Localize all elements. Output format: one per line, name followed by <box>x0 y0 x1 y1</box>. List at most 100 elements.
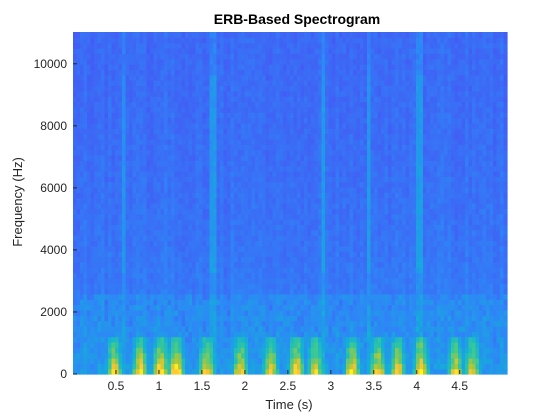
spectrogram-cell <box>251 154 256 161</box>
spectrogram-cell <box>283 32 288 38</box>
spectrogram-cell <box>262 224 267 231</box>
spectrogram-cell <box>73 96 78 103</box>
spectrogram-cell <box>206 208 211 215</box>
spectrogram-cell <box>314 203 319 209</box>
spectrogram-cell <box>286 64 291 70</box>
spectrogram-cell <box>83 186 88 193</box>
spectrogram-cell <box>139 235 144 241</box>
spectrogram-cell <box>139 219 144 225</box>
spectrogram-cell <box>318 309 323 316</box>
spectrogram-cell <box>87 245 92 252</box>
spectrogram-cell <box>251 320 256 327</box>
spectrogram-cell <box>255 219 260 225</box>
spectrogram-cell <box>118 160 123 167</box>
spectrogram-cell <box>143 293 148 300</box>
spectrogram-cell <box>213 90 218 97</box>
spectrogram-cell <box>160 208 165 215</box>
spectrogram-cell <box>206 320 211 327</box>
spectrogram-cell <box>80 347 85 354</box>
spectrogram-cell <box>269 48 274 54</box>
spectrogram-cell <box>97 357 102 364</box>
spectrogram-cell <box>150 267 155 274</box>
spectrogram-cell <box>335 336 340 343</box>
spectrogram-cell <box>83 277 88 284</box>
spectrogram-cell <box>318 80 323 87</box>
spectrogram-cell <box>76 299 81 306</box>
spectrogram-cell <box>279 106 284 113</box>
spectrogram-cell <box>311 315 316 322</box>
spectrogram-cell <box>297 149 302 156</box>
spectrogram-cell <box>195 315 200 322</box>
spectrogram-cell <box>272 224 277 231</box>
spectrogram-cell <box>87 106 92 113</box>
spectrogram-cell <box>122 74 127 81</box>
spectrogram-cell <box>262 149 267 156</box>
spectrogram-cell <box>314 122 319 129</box>
spectrogram-cell <box>328 309 333 316</box>
spectrogram-cell <box>206 96 211 103</box>
spectrogram-cell <box>258 32 263 38</box>
spectrogram-cell <box>234 64 239 70</box>
spectrogram-cell <box>255 336 260 343</box>
spectrogram-cell <box>118 256 123 263</box>
spectrogram-cell <box>87 368 92 375</box>
spectrogram-cell <box>104 42 109 49</box>
spectrogram-cell <box>164 192 169 199</box>
spectrogram-cell <box>136 283 141 290</box>
spectrogram-cell <box>311 69 316 76</box>
spectrogram-cell <box>125 186 130 193</box>
spectrogram-cell <box>143 304 148 311</box>
spectrogram-cell <box>307 299 312 306</box>
spectrogram-cell <box>255 181 260 188</box>
spectrogram-cell <box>346 363 351 370</box>
spectrogram-cell <box>192 133 197 140</box>
spectrogram-cell <box>255 309 260 316</box>
spectrogram-cell <box>160 181 165 188</box>
spectrogram-cell <box>195 80 200 87</box>
spectrogram-cell <box>171 64 176 70</box>
spectrogram-cell <box>262 165 267 172</box>
spectrogram-cell <box>136 229 141 236</box>
spectrogram-cell <box>251 224 256 231</box>
spectrogram-cell <box>297 176 302 183</box>
spectrogram-cell <box>146 101 151 108</box>
spectrogram-cell <box>244 267 249 274</box>
spectrogram-cell <box>143 186 148 193</box>
spectrogram-cell <box>181 240 186 247</box>
spectrogram-cell <box>195 240 200 247</box>
spectrogram-cell <box>248 357 253 364</box>
spectrogram-cell <box>332 112 337 119</box>
spectrogram-cell <box>297 309 302 316</box>
spectrogram-cell <box>311 224 316 231</box>
spectrogram-cell <box>297 267 302 274</box>
spectrogram-cell <box>139 203 144 209</box>
spectrogram-cell <box>241 347 246 354</box>
spectrogram-cell <box>335 357 340 364</box>
spectrogram-cell <box>230 256 235 263</box>
spectrogram-cell <box>209 325 214 332</box>
spectrogram-cell <box>118 58 123 65</box>
spectrogram-cell <box>286 299 291 306</box>
spectrogram-cell <box>241 219 246 225</box>
spectrogram-cell <box>339 256 344 263</box>
spectrogram-cell <box>213 37 218 44</box>
spectrogram-cell <box>115 325 120 332</box>
spectrogram-cell <box>272 219 277 225</box>
spectrogram-cell <box>83 293 88 300</box>
spectrogram-cell <box>108 240 113 247</box>
spectrogram-cell <box>325 160 330 167</box>
spectrogram-cell <box>160 240 165 247</box>
spectrogram-cell <box>300 267 305 274</box>
spectrogram-cell <box>157 90 162 97</box>
spectrogram-cell <box>279 203 284 209</box>
spectrogram-cell <box>115 138 120 145</box>
spectrogram-cell <box>328 186 333 193</box>
spectrogram-cell <box>188 69 193 76</box>
spectrogram-cell <box>339 42 344 49</box>
spectrogram-cell <box>108 90 113 97</box>
spectrogram-cell <box>234 304 239 311</box>
spectrogram-cell <box>265 272 270 279</box>
spectrogram-cell <box>185 64 190 70</box>
spectrogram-cell <box>125 144 130 151</box>
spectrogram-cell <box>83 213 88 220</box>
